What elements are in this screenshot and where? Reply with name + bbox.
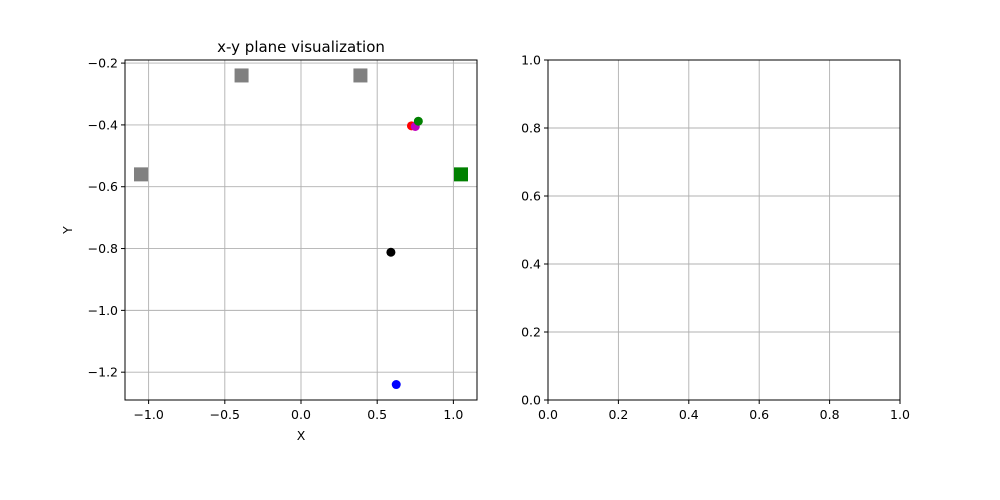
right-plot-frame — [547, 59, 901, 401]
right-subplot: 0.0 0.2 0.4 0.6 0.8 1.0 0.0 0.2 0.4 0.6 0.8 1.0 — [521, 53, 910, 423]
circle-marker — [391, 380, 401, 390]
left-y-tick-label: −1.2 — [88, 365, 118, 380]
right-x-tick-label: 0.2 — [608, 407, 628, 422]
right-x-tick-label: 0.0 — [538, 407, 558, 422]
right-y-tick-label: 0.8 — [521, 121, 541, 136]
left-y-tick-label: −1.0 — [88, 303, 118, 318]
right-y-tick-label: 0.4 — [521, 257, 541, 272]
square-marker — [353, 68, 368, 83]
right-x-tick-label: 0.8 — [820, 407, 840, 422]
left-x-tick-label: 0.5 — [367, 407, 387, 422]
square-marker — [134, 167, 148, 182]
left-subplot: x-y plane visualization X Y −1.0 −0.5 0.0 0… — [60, 38, 478, 443]
left-y-tick-label: −0.6 — [88, 179, 118, 194]
left-x-tick-label: −0.5 — [210, 407, 240, 422]
right-x-tick-label: 0.4 — [679, 407, 699, 422]
left-x-tick-label: −1.0 — [133, 407, 163, 422]
left-plot-frame — [124, 59, 478, 401]
right-x-tick-label: 0.6 — [749, 407, 769, 422]
right-y-tick-label: 0.0 — [521, 393, 541, 408]
left-y-axis-label: Y — [60, 226, 75, 235]
left-plot-title: x-y plane visualization — [217, 38, 385, 56]
circle-marker — [413, 116, 423, 126]
left-x-tick-label: 1.0 — [443, 407, 463, 422]
circle-marker — [386, 247, 396, 257]
left-x-axis-label: X — [297, 428, 306, 443]
right-x-tick-label: 1.0 — [890, 407, 910, 422]
left-y-tick-label: −0.4 — [88, 117, 118, 132]
square-marker — [234, 68, 249, 83]
square-marker — [454, 167, 468, 182]
right-y-tick-label: 0.6 — [521, 189, 541, 204]
right-y-tick-label: 1.0 — [521, 53, 541, 68]
right-y-tick-label: 0.2 — [521, 325, 541, 340]
left-y-tick-label: −0.8 — [88, 241, 118, 256]
left-y-tick-label: −0.2 — [88, 56, 118, 71]
left-x-tick-label: 0.0 — [291, 407, 311, 422]
